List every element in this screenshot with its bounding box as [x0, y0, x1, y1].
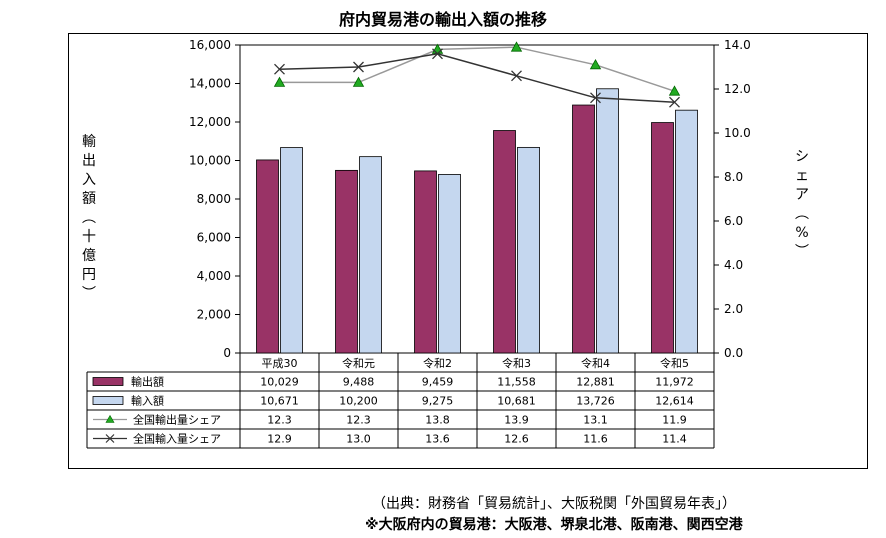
series-line-export-share	[279, 46, 675, 92]
table-cell-value: 9,459	[422, 376, 454, 389]
table-cell-value: 10,200	[339, 395, 378, 408]
table-cell-value: 12.3	[267, 414, 292, 427]
table-cell-value: 11.4	[662, 433, 687, 446]
bar-export	[493, 130, 516, 354]
export-share-point	[273, 76, 286, 87]
y-tick-label: 4,000	[197, 269, 231, 283]
bar-export	[572, 104, 595, 354]
x-tick-label: 令和4	[581, 356, 610, 370]
import-share-point	[590, 92, 601, 104]
legend-label: 輸出額	[131, 375, 164, 389]
bar-export	[335, 169, 358, 354]
legend-label: 全国輸出量シェア	[133, 413, 221, 427]
chart-title: 府内貿易港の輸出入額の推移	[338, 10, 547, 29]
table-cell-value: 12.3	[346, 414, 371, 427]
chart-frame	[68, 33, 868, 469]
y-tick-label: 10,000	[189, 154, 231, 168]
x-tick-label: 令和元	[342, 356, 375, 370]
import-share-point	[274, 63, 285, 75]
bar-import	[596, 88, 619, 354]
legend-marker	[105, 414, 115, 423]
table-cell-value: 10,029	[260, 376, 299, 389]
export-share-point	[510, 41, 523, 52]
table-cell-value: 12,881	[576, 376, 615, 389]
table-cell-value: 9,275	[422, 395, 454, 408]
bar-import	[280, 147, 303, 354]
table-cell-value: 13.9	[504, 414, 529, 427]
bar-import	[675, 109, 698, 354]
table-cell-value: 13.8	[425, 414, 450, 427]
table-cell-value: 11,972	[655, 376, 694, 389]
table-cell-value: 13.6	[425, 433, 450, 446]
x-tick-label: 令和3	[502, 356, 531, 370]
table-cell-value: 12,614	[655, 395, 694, 408]
source-note: （出典：財務省「貿易統計」、大阪税関「外国貿易年表」）	[372, 496, 736, 512]
table-cell-value: 13.0	[346, 433, 371, 446]
legend-marker	[105, 434, 115, 443]
legend-label: 全国輸入量シェア	[133, 432, 221, 446]
table-cell-value: 11.6	[583, 433, 608, 446]
legend-label: 輸入額	[131, 394, 164, 408]
plot-area	[239, 44, 715, 354]
y-tick-label: 12,000	[189, 115, 231, 129]
y2-tick-label: 14.0	[724, 38, 751, 52]
export-share-point	[352, 76, 365, 87]
bar-export	[414, 170, 437, 354]
x-tick-label: 平成30	[262, 357, 298, 370]
bar-import	[359, 156, 382, 354]
bar-export	[256, 159, 279, 354]
import-share-point	[511, 70, 522, 82]
y2-tick-label: 12.0	[724, 82, 751, 96]
bar-import	[438, 174, 461, 354]
import-share-point	[432, 48, 443, 60]
y-tick-label: 6,000	[197, 231, 231, 245]
export-share-point	[668, 85, 681, 96]
y-tick-label: 14,000	[189, 77, 231, 91]
y2-tick-label: 4.0	[724, 258, 743, 272]
import-share-point	[353, 61, 364, 73]
bar-import	[517, 146, 540, 354]
table-cell-value: 12.9	[267, 433, 292, 446]
y-axis-label-right: シェア ︵% ︶	[795, 149, 809, 260]
table-cell-value: 12.6	[504, 433, 529, 446]
ports-note: ※大阪府内の貿易港：大阪港、堺泉北港、阪南港、関西空港	[365, 517, 743, 533]
table-cell-value: 10,671	[260, 395, 299, 408]
y-tick-label: 8,000	[197, 192, 231, 206]
y-tick-label: 16,000	[189, 38, 231, 52]
table-cell-value: 11,558	[497, 376, 536, 389]
y2-tick-label: 8.0	[724, 170, 743, 184]
legend-key	[92, 396, 124, 405]
y2-tick-label: 10.0	[724, 126, 751, 140]
y-axis-label-left: 輸出入額 ︵ 十億円 ︶	[82, 134, 96, 302]
y-tick-label: 0	[223, 346, 231, 360]
legend-key	[92, 377, 124, 386]
table-cell-value: 11.9	[662, 414, 687, 427]
y-tick-label: 2,000	[197, 308, 231, 322]
table-cell-value: 10,681	[497, 395, 536, 408]
y2-tick-label: 0.0	[724, 346, 743, 360]
import-share-point	[669, 96, 680, 108]
y2-tick-label: 2.0	[724, 302, 743, 316]
export-share-point	[589, 58, 602, 70]
bar-export	[651, 122, 674, 354]
x-tick-label: 令和2	[423, 356, 452, 370]
table-cell-value: 13,726	[576, 395, 615, 408]
series-line-import-share	[279, 53, 675, 103]
table-cell-value: 9,488	[343, 376, 375, 389]
y2-tick-label: 6.0	[724, 214, 743, 228]
x-tick-label: 令和5	[660, 356, 689, 370]
table-cell-value: 13.1	[583, 414, 608, 427]
